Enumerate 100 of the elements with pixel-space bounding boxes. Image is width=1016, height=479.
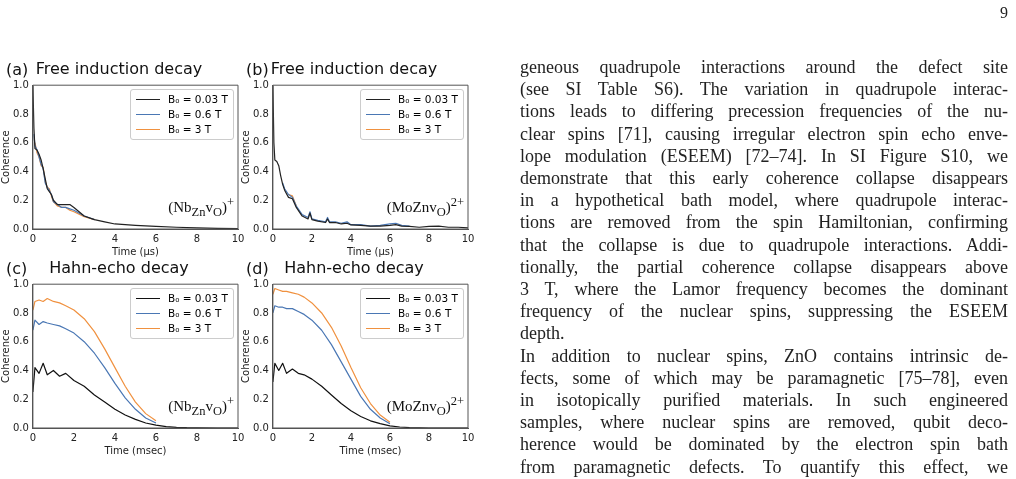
text: tions are removed from the spin Hamiltonian, confirming [520, 211, 1008, 234]
x-tick-label: 4 [111, 232, 119, 244]
y-tick-label: 1.0 [253, 277, 269, 289]
x-tick-label: 8 [425, 431, 433, 443]
x-tick-label: 10 [461, 431, 475, 443]
y-tick-label: 0.6 [253, 136, 269, 148]
x-tick-label: 4 [347, 431, 355, 443]
text: (b) [246, 60, 269, 79]
x-tick-label: 8 [193, 431, 201, 443]
text: tionally, the partial coherence collapse disappears above [520, 255, 1008, 279]
y-axis-title: Coherence [239, 329, 251, 383]
x-tick-label: 2 [308, 431, 316, 443]
text: geneous quadrupole interactions around the defect site [520, 56, 1008, 79]
x-tick-label: 2 [70, 232, 78, 244]
text: from paramagnetic defects. To quantify this effect, we [520, 455, 1008, 478]
y-tick-label: 0.4 [13, 364, 29, 376]
x-tick-label: 2 [70, 431, 78, 443]
y-tick-label: 0.0 [253, 421, 269, 433]
x-tick-label: 6 [152, 232, 160, 244]
x-axis-title: Time (μs) [110, 245, 160, 257]
x-tick-label: 0 [269, 431, 277, 443]
y-tick-label: 0.6 [13, 335, 29, 347]
annotation: (Nb$_{Zn}$v$_{O}$)$^{+}$ [168, 195, 234, 220]
y-tick-label: 1.0 [253, 78, 269, 90]
x-tick-label: 10 [231, 431, 245, 443]
text: (a) [6, 60, 29, 79]
text: that the collapse is due to quadrupole interactions. Addi- [520, 233, 1008, 256]
chart-title: Free induction decay [270, 58, 438, 78]
text: depth. [520, 322, 566, 345]
legend-label: B₀ = 0.03 T [167, 92, 228, 108]
text: frequency of the nuclear spins, suppressing the ESEEM [520, 300, 1008, 323]
chart-title: Hahn-echo decay [284, 257, 424, 277]
text: (c) [6, 259, 28, 278]
x-tick-label: 8 [425, 232, 433, 244]
x-tick-label: 8 [193, 232, 201, 244]
legend-label: B₀ = 3 T [397, 321, 442, 337]
legend-label: B₀ = 3 T [167, 321, 212, 337]
legend-label: B₀ = 0.6 T [167, 306, 222, 322]
legend-label: B₀ = 0.6 T [397, 107, 452, 123]
legend-label: B₀ = 0.6 T [167, 107, 222, 123]
text: 9 [1000, 4, 1008, 22]
text: (see SI Table S6). The variation in quadrupole interac- [520, 78, 1008, 101]
y-tick-label: 0.8 [13, 306, 29, 318]
x-tick-label: 4 [347, 232, 355, 244]
y-tick-label: 0.4 [253, 364, 269, 376]
legend-label: B₀ = 0.03 T [167, 291, 228, 307]
text: lope modulation (ESEEM) [72–74]. In SI Figure S10, we [520, 144, 1008, 168]
text: herence would be dominated by the electron spin bath [520, 433, 1008, 456]
annotation: (MoZnv$_{O}$)$^{2+}$ [386, 394, 464, 419]
y-tick-label: 0.4 [253, 165, 269, 177]
y-tick-label: 0.4 [13, 165, 29, 177]
legend-label: B₀ = 0.03 T [397, 92, 458, 108]
y-tick-label: 0.6 [13, 136, 29, 148]
x-tick-label: 10 [461, 232, 475, 244]
y-tick-label: 0.2 [253, 392, 269, 404]
x-tick-label: 4 [111, 431, 119, 443]
y-tick-label: 0.0 [13, 222, 29, 234]
y-tick-label: 0.2 [253, 193, 269, 205]
text: (d) [246, 259, 269, 278]
x-axis-title: Time (msec) [338, 444, 402, 456]
y-tick-label: 0.8 [13, 107, 29, 119]
legend-label: B₀ = 0.6 T [397, 306, 452, 322]
y-tick-label: 0.8 [253, 107, 269, 119]
x-tick-label: 6 [152, 431, 160, 443]
x-tick-label: 10 [231, 232, 245, 244]
x-axis-title: Time (μs) [345, 245, 395, 257]
legend-label: B₀ = 3 T [167, 122, 212, 138]
y-tick-label: 0.2 [13, 193, 29, 205]
y-axis-title: Coherence [0, 130, 11, 184]
x-tick-label: 0 [29, 232, 37, 244]
legend-label: B₀ = 0.03 T [397, 291, 458, 307]
y-tick-label: 0.2 [13, 392, 29, 404]
x-tick-label: 2 [308, 232, 316, 244]
y-tick-label: 0.8 [253, 306, 269, 318]
y-axis-title: Coherence [0, 329, 11, 383]
text: clear spins [71], causing irregular electron spin echo enve- [520, 122, 1008, 145]
y-tick-label: 0.0 [13, 421, 29, 433]
x-tick-label: 0 [269, 232, 277, 244]
text: samples, where nuclear spins are removed, qubit deco- [520, 411, 1008, 434]
chart-title: Hahn-echo decay [49, 257, 189, 277]
text: tions leads to differing precession frequencies of the nu- [520, 100, 1008, 123]
text: 3 T, where the Lamor frequency becomes the dominant [520, 278, 1008, 301]
y-axis-title: Coherence [239, 130, 251, 184]
x-tick-label: 6 [386, 232, 394, 244]
text: In addition to nuclear spins, ZnO contains intrinsic de- [520, 344, 1008, 367]
text: in isotopically purified materials. In such engineered [520, 389, 1008, 412]
text: in a hypothetical bath model, where quadrupole interac- [520, 189, 1008, 212]
y-tick-label: 1.0 [13, 78, 29, 90]
y-tick-label: 1.0 [13, 277, 29, 289]
legend-label: B₀ = 3 T [397, 122, 442, 138]
y-tick-label: 0.0 [253, 222, 269, 234]
x-axis-title: Time (msec) [103, 444, 167, 456]
text: fects, some of which may be paramagnetic [75–78], even [520, 366, 1008, 390]
text: demonstrate that this early coherence collapse disappears [520, 167, 1008, 190]
x-tick-label: 6 [386, 431, 394, 443]
annotation: (MoZnv$_{O}$)$^{2+}$ [386, 195, 464, 220]
annotation: (Nb$_{Zn}$v$_{O}$)$^{+}$ [168, 394, 234, 419]
y-tick-label: 0.6 [253, 335, 269, 347]
chart-title: Free induction decay [35, 58, 203, 78]
x-tick-label: 0 [29, 431, 37, 443]
